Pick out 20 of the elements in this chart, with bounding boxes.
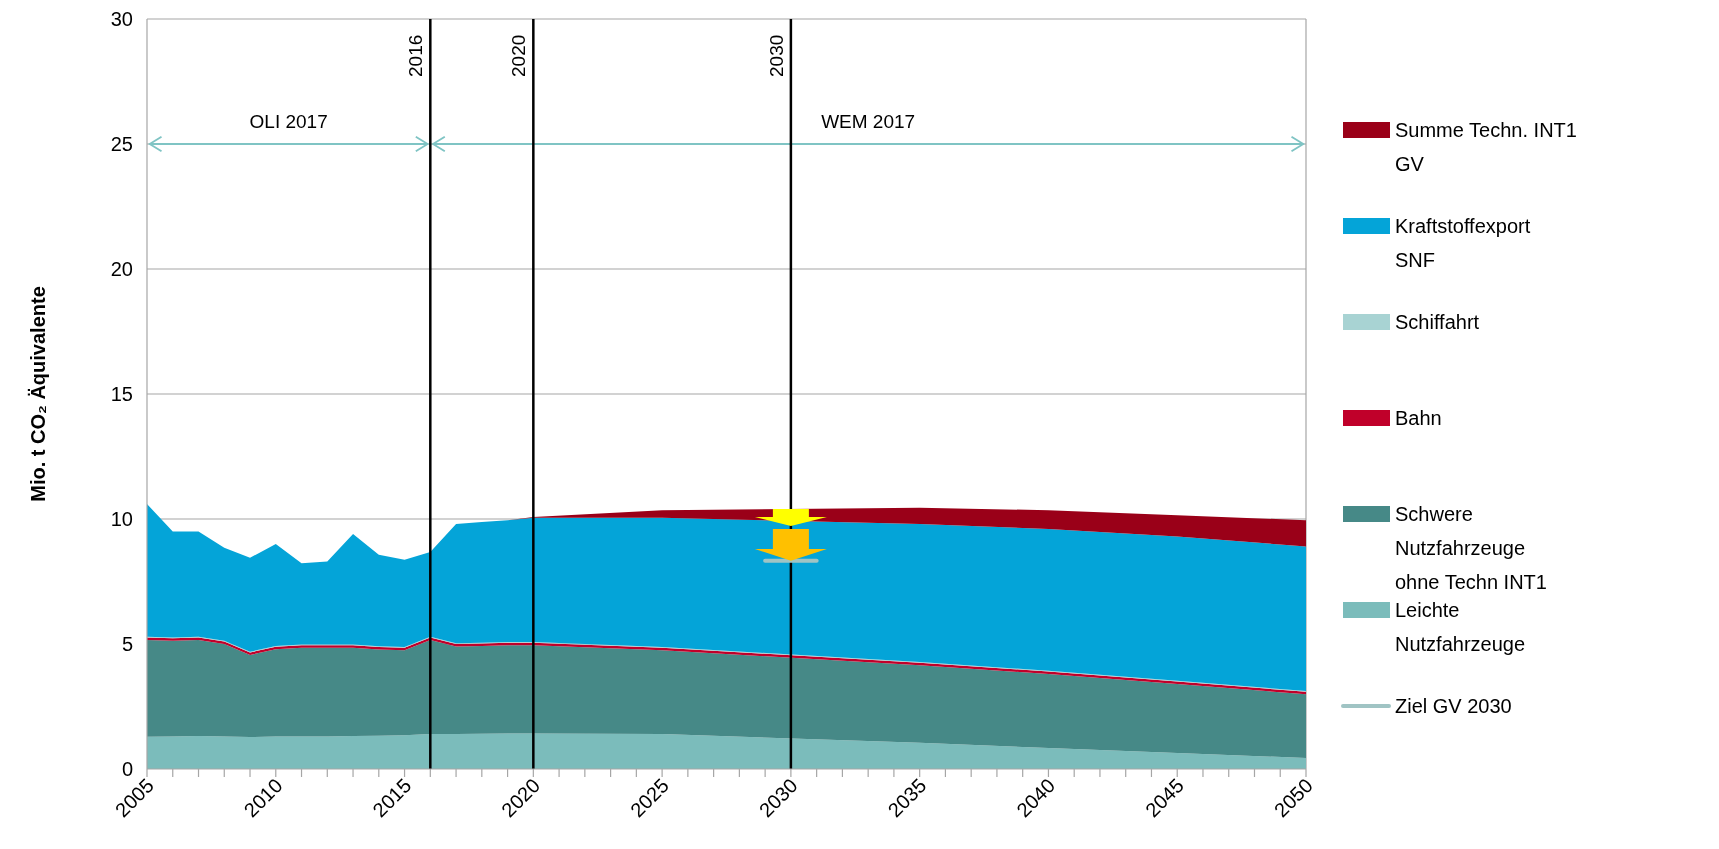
y-tick-label: 0 <box>121 758 133 780</box>
ref-line-label: 2030 <box>765 34 787 77</box>
y-tick-label: 5 <box>121 633 133 655</box>
y-tick-label: 25 <box>110 133 133 155</box>
y-tick-label: 20 <box>110 258 133 280</box>
ref-line-label: 2020 <box>508 34 530 77</box>
y-axis-title: Mio. t CO₂ Äquivalente <box>27 286 49 502</box>
legend-label: Bahn <box>1395 407 1442 429</box>
annotation: WEM 2017 <box>821 111 916 132</box>
legend-label: Schwere Nutzfahrzeuge ohne Techn INT1 <box>1395 503 1547 593</box>
y-tick-label: 30 <box>110 8 133 30</box>
y-tick-label: 15 <box>110 383 133 405</box>
legend-label: Schiffahrt <box>1395 311 1480 333</box>
legend-label: Leichte Nutzfahrzeuge <box>1395 599 1526 655</box>
y-tick-label: 10 <box>110 508 133 530</box>
ref-line-label: 2016 <box>405 34 427 77</box>
legend-label: Ziel GV 2030 <box>1395 695 1512 717</box>
annotation: OLI 2017 <box>249 111 328 132</box>
legend-label: Kraftstoffexport SNF <box>1395 215 1531 271</box>
legend-label: Summe Techn. INT1 GV <box>1395 119 1577 175</box>
